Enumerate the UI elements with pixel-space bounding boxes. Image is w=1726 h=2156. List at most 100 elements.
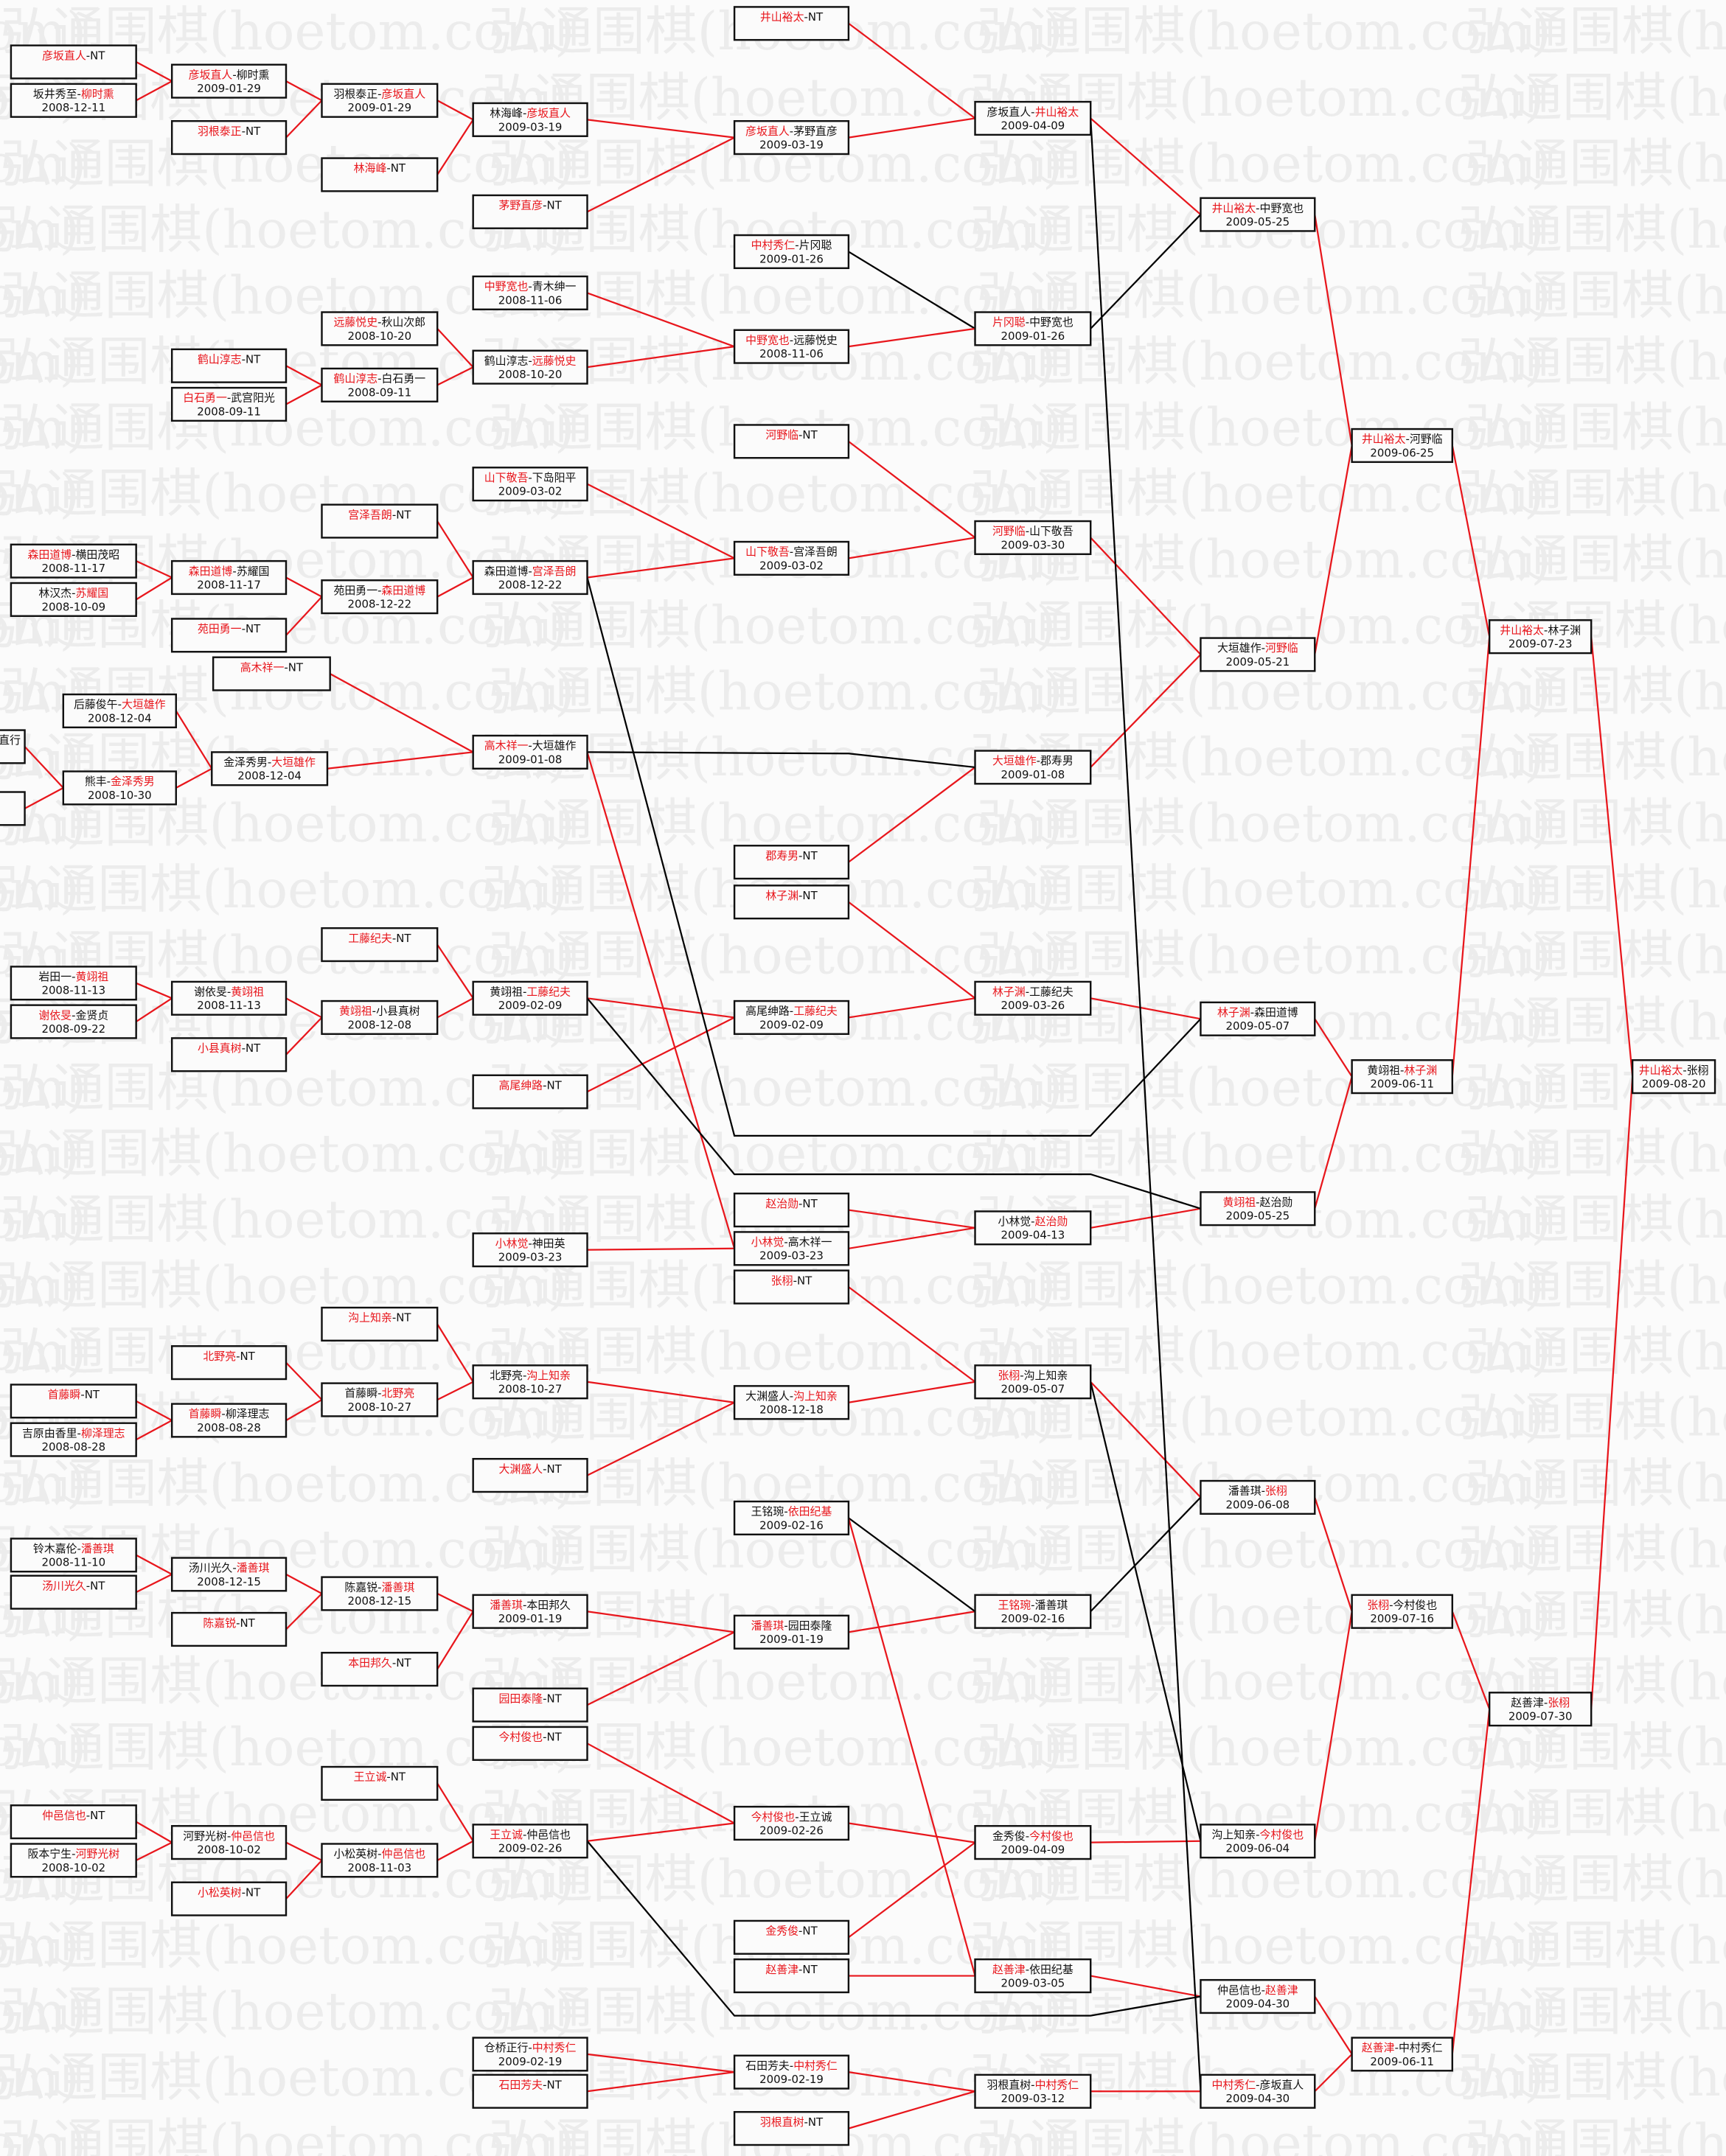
match-players: 苑田勇一-NT	[198, 622, 261, 635]
player-2: 秋山次郎	[382, 315, 426, 329]
player-1: 本田邦久	[348, 1656, 392, 1670]
separator: -	[784, 1619, 787, 1633]
bracket-line	[848, 1517, 976, 1613]
separator: -	[1262, 1485, 1265, 1498]
match-box-border	[733, 1231, 850, 1266]
separator: -	[798, 849, 802, 862]
match-date: 2009-05-25	[1226, 1210, 1290, 1223]
match-date: 2009-02-09	[759, 1018, 824, 1031]
watermark-text: 弘通围棋(hoetom.com)	[1458, 1255, 1726, 1316]
match-players: 林子渊-森田道博	[1217, 1006, 1298, 1019]
match-box-border	[974, 1594, 1092, 1629]
player-2: 潘善琪	[1035, 1599, 1068, 1612]
match-box-border	[62, 770, 177, 806]
watermark-text: 弘通围棋(hoetom.com)	[1465, 661, 1726, 722]
match-date: 2009-02-16	[1001, 1612, 1065, 1625]
player-1: 沟上知亲	[1212, 1828, 1256, 1841]
match-date: 2008-10-30	[88, 789, 152, 802]
watermark-text: 弘通围棋(hoetom.com)	[0, 1981, 575, 2042]
match-players: 林海峰-彦坂直人	[490, 107, 571, 120]
match-box-border	[733, 2111, 850, 2146]
player-2: 森田道博	[382, 584, 426, 597]
player-2: 赵治勋	[1260, 1196, 1293, 1209]
match-box-border	[10, 582, 137, 617]
bracket-line	[1090, 1840, 1201, 1843]
player-2: 中村秀仁	[793, 2059, 838, 2072]
separator: -	[242, 125, 246, 138]
player-1: 高木祥一	[240, 660, 285, 674]
player-2: NT	[808, 2115, 824, 2129]
match-players: 园田泰隆-NT	[498, 1692, 562, 1705]
match-box: 张栩-NT	[733, 1269, 850, 1305]
separator: -	[386, 1770, 390, 1784]
match-players: 中村秀仁-彦坂直人	[1212, 2079, 1304, 2092]
match-date: 2009-08-20	[1642, 1078, 1706, 1091]
player-2: 潘善琪	[382, 1580, 415, 1594]
separator: -	[543, 1731, 546, 1744]
match-box-border	[212, 656, 331, 691]
player-2: 今村俊也	[1260, 1828, 1304, 1841]
match-players: 片冈聪-中野宽也	[992, 315, 1073, 329]
match-players: 彦坂直人-NT	[42, 49, 105, 62]
bracket-line	[24, 786, 64, 809]
match-box: 茅野直彦-NT	[472, 194, 588, 229]
player-2: 茅野直彦	[793, 125, 838, 138]
separator: -	[392, 932, 396, 945]
player-2: 柳时熏	[81, 88, 114, 101]
player-2: NT	[246, 1042, 261, 1055]
bracket-line	[436, 366, 474, 386]
bracket-line	[285, 100, 323, 139]
separator: -	[392, 1311, 396, 1325]
player-1: 王立诚	[490, 1828, 523, 1841]
watermark-text: 弘通围棋(hoetom.com)	[1465, 529, 1726, 590]
separator: -	[1682, 1064, 1686, 1077]
bracket-line	[136, 1841, 173, 1861]
player-1: 森田道博	[484, 565, 529, 578]
separator: -	[1544, 624, 1548, 637]
bracket-line	[848, 997, 975, 1019]
separator: -	[523, 107, 526, 120]
watermark-text: 弘通围棋(hoetom.com)	[0, 1915, 80, 1976]
separator: -	[1262, 641, 1265, 655]
match-date: 2009-03-02	[759, 559, 824, 572]
player-1: 中野宽也	[484, 280, 529, 293]
player-1: 郡寿男	[765, 849, 798, 862]
player-1: 高尾绅路	[498, 1078, 543, 1092]
player-2: 林子渊	[1404, 1064, 1437, 1077]
player-2: 下岛阳平	[532, 471, 577, 484]
separator: -	[543, 199, 546, 212]
player-1: 小林觉	[998, 1215, 1031, 1228]
match-players: 石田芳夫-NT	[498, 2079, 562, 2092]
player-2: 中野宽也	[1029, 315, 1073, 329]
match-players: 今村俊也-NT	[498, 1731, 562, 1744]
match-players: 今村俊也-王立诚	[751, 1810, 832, 1824]
player-2: 中野宽也	[1260, 201, 1304, 214]
bracket-line	[136, 80, 173, 102]
separator: -	[392, 508, 396, 521]
bracket-line	[586, 1016, 735, 1093]
separator: -	[1026, 1963, 1029, 1976]
match-players: 吉原由香里-柳泽理志	[22, 1426, 125, 1440]
bracket-line	[136, 1400, 173, 1421]
separator: -	[242, 1885, 246, 1899]
bracket-line	[587, 1611, 735, 1633]
bracket-line	[175, 767, 212, 789]
match-date: 2009-05-21	[1226, 655, 1290, 669]
player-2: 柳时熏	[237, 68, 270, 81]
separator: -	[1256, 1196, 1259, 1209]
watermark-text: 弘通围棋(hoetom.com)	[976, 1717, 1551, 1778]
player-2: 沟上知亲	[1024, 1369, 1068, 1382]
separator: -	[1544, 1696, 1548, 1709]
player-2: 神田英	[532, 1237, 566, 1250]
separator: -	[528, 2041, 532, 2054]
match-box-border	[974, 2073, 1092, 2109]
match-box-border	[733, 1500, 850, 1536]
bracket-line	[136, 560, 173, 579]
match-date: 2008-10-27	[348, 1400, 412, 1414]
